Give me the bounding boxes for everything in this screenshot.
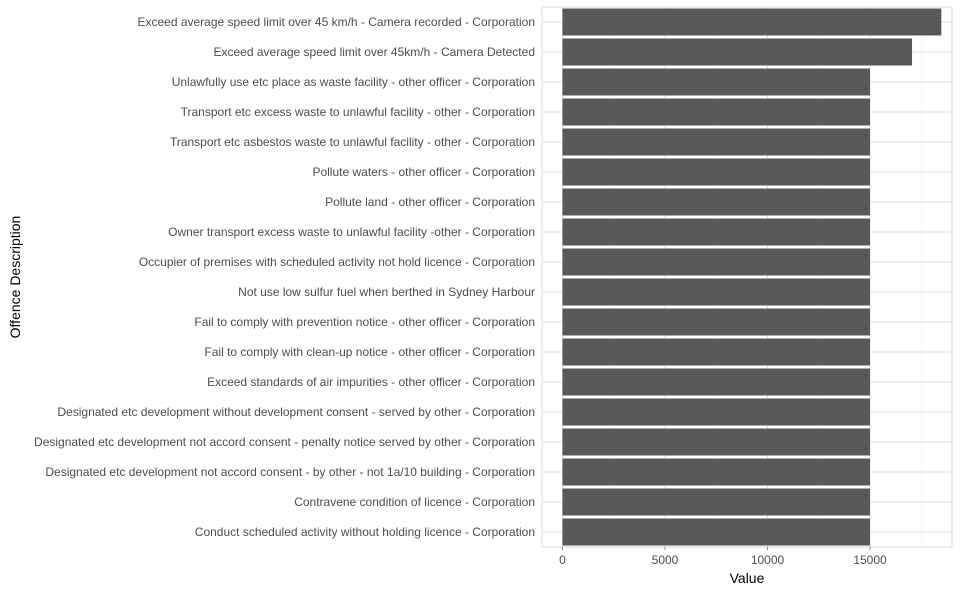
bar	[562, 68, 870, 96]
bars	[562, 8, 942, 546]
bar	[562, 158, 870, 186]
x-tick-label: 5000	[652, 553, 679, 567]
category-label: Contravene condition of licence - Corpor…	[294, 495, 535, 509]
x-tick-label: 10000	[751, 553, 785, 567]
category-label: Pollute waters - other officer - Corpora…	[312, 165, 535, 179]
category-label: Exceed average speed limit over 45km/h -…	[214, 45, 536, 59]
category-label: Fail to comply with prevention notice - …	[194, 315, 535, 329]
bar	[562, 278, 870, 306]
bar	[562, 308, 870, 336]
category-label: Pollute land - other officer - Corporati…	[325, 195, 535, 209]
bar	[562, 38, 913, 66]
bar	[562, 188, 870, 216]
category-label: Owner transport excess waste to unlawful…	[168, 225, 535, 239]
category-label: Conduct scheduled activity without holdi…	[195, 525, 535, 539]
x-tick-label: 15000	[853, 553, 887, 567]
panel-border	[541, 6, 953, 548]
bar	[562, 398, 870, 426]
y-axis-title: Offence Description	[7, 216, 23, 339]
category-label: Exceed standards of air impurities - oth…	[207, 375, 535, 389]
bar	[562, 128, 870, 156]
bar	[562, 8, 942, 36]
category-label: Transport etc asbestos waste to unlawful…	[170, 135, 535, 149]
category-label: Fail to comply with clean-up notice - ot…	[204, 345, 535, 359]
bar	[562, 368, 870, 396]
category-labels: Exceed average speed limit over 45 km/h …	[34, 15, 535, 539]
category-label: Transport etc excess waste to unlawful f…	[181, 105, 535, 119]
category-label: Not use low sulfur fuel when berthed in …	[238, 285, 535, 299]
category-label: Exceed average speed limit over 45 km/h …	[137, 15, 535, 29]
bar	[562, 458, 870, 486]
bar	[562, 488, 870, 516]
bar	[562, 98, 870, 126]
x-tick-labels: 0 5000 10000 15000	[559, 547, 887, 567]
bar	[562, 518, 870, 546]
bar	[562, 218, 870, 246]
bar	[562, 248, 870, 276]
x-tick-label: 0	[559, 553, 566, 567]
category-label: Designated etc development not accord co…	[34, 435, 535, 449]
category-label: Occupier of premises with scheduled acti…	[139, 255, 535, 269]
x-axis-title: Value	[730, 570, 765, 586]
category-label: Unlawfully use etc place as waste facili…	[172, 75, 535, 89]
bar	[562, 338, 870, 366]
bar	[562, 428, 870, 456]
category-label: Designated etc development not accord co…	[45, 465, 535, 479]
category-label: Designated etc development without devel…	[57, 405, 535, 419]
